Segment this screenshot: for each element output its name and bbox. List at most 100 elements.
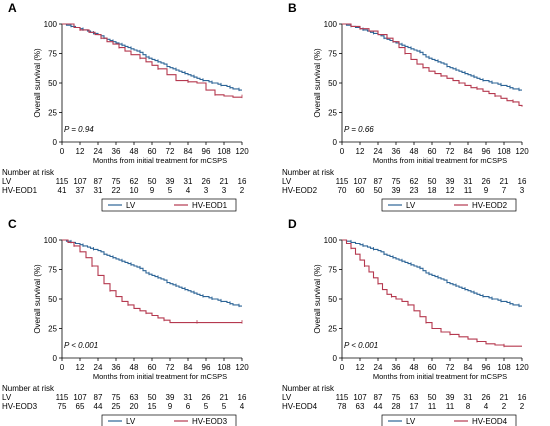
risk-count: 75 [58, 402, 67, 411]
y-tick-label: 25 [48, 325, 57, 334]
survival-curve-lv [62, 239, 242, 307]
risk-count: 2 [520, 402, 525, 411]
legend-label-hv-eod4: HV-EOD4 [472, 417, 508, 426]
risk-count: 115 [336, 177, 349, 186]
y-tick-label: 0 [53, 354, 58, 363]
risk-count: 3 [222, 186, 227, 195]
risk-count: 62 [130, 177, 139, 186]
risk-row-label: LV [282, 177, 292, 186]
legend-label-lv: LV [126, 417, 136, 426]
x-tick-label: 0 [340, 363, 345, 372]
p-value: P < 0.001 [64, 341, 98, 350]
risk-count: 50 [148, 177, 157, 186]
x-tick-label: 84 [464, 363, 473, 372]
risk-count: 4 [186, 186, 191, 195]
legend-label-lv: LV [406, 417, 416, 426]
legend-label-hv-eod1: HV-EOD1 [192, 201, 228, 210]
survival-curve-lv [62, 23, 242, 91]
risk-count: 21 [500, 177, 509, 186]
risk-count: 7 [502, 186, 507, 195]
y-tick-label: 0 [53, 138, 58, 147]
survival-curve-hv-eod1 [62, 23, 242, 98]
legend-box [381, 414, 517, 426]
risk-count: 26 [482, 177, 491, 186]
y-tick-label: 0 [333, 354, 338, 363]
risk-count: 107 [73, 393, 87, 402]
x-tick-label: 120 [515, 363, 529, 372]
risk-count: 87 [94, 393, 103, 402]
risk-count: 3 [204, 186, 209, 195]
survival-curve-hv-eod4 [342, 239, 522, 347]
p-value: P = 0.66 [344, 125, 374, 134]
y-axis-title: Overall survival (%) [33, 264, 42, 334]
x-tick-label: 24 [374, 363, 383, 372]
risk-count: 20 [130, 402, 139, 411]
x-axis-title: Months from initial treatment for mCSPS [373, 372, 507, 381]
x-tick-label: 72 [446, 147, 455, 156]
x-tick-label: 72 [166, 363, 175, 372]
risk-count: 63 [410, 393, 419, 402]
risk-count: 5 [204, 402, 209, 411]
y-axis-title: Overall survival (%) [313, 48, 322, 118]
x-tick-label: 24 [374, 147, 383, 156]
risk-count: 39 [166, 177, 175, 186]
risk-count: 31 [464, 177, 473, 186]
legend-label-hv-eod2: HV-EOD2 [472, 201, 508, 210]
risk-count: 75 [392, 393, 401, 402]
risk-count: 107 [353, 393, 367, 402]
legend-box [101, 414, 237, 426]
legend-box [101, 198, 237, 212]
risk-count: 39 [392, 186, 401, 195]
panel-letter: D [288, 217, 297, 231]
risk-count: 16 [518, 177, 527, 186]
risk-row-label: LV [2, 393, 12, 402]
risk-count: 39 [446, 177, 455, 186]
risk-count: 62 [410, 177, 419, 186]
x-axis-title: Months from initial treatment for mCSPS [93, 156, 227, 165]
x-tick-label: 108 [497, 147, 511, 156]
risk-count: 107 [353, 177, 367, 186]
risk-count: 5 [222, 402, 227, 411]
risk-count: 18 [428, 186, 437, 195]
risk-count: 44 [94, 402, 103, 411]
risk-count: 75 [112, 393, 121, 402]
risk-count: 3 [520, 186, 525, 195]
risk-count: 31 [184, 393, 193, 402]
risk-count: 21 [220, 177, 229, 186]
risk-count: 31 [94, 186, 103, 195]
x-tick-label: 0 [340, 147, 345, 156]
risk-count: 12 [446, 186, 455, 195]
y-tick-label: 100 [324, 20, 338, 29]
risk-count: 23 [410, 186, 419, 195]
x-tick-label: 36 [392, 147, 401, 156]
y-tick-label: 50 [48, 79, 57, 88]
x-tick-label: 60 [428, 147, 437, 156]
y-axis-title: Overall survival (%) [33, 48, 42, 118]
risk-count: 50 [428, 177, 437, 186]
risk-count: 37 [76, 186, 85, 195]
x-tick-label: 48 [410, 363, 419, 372]
risk-row-label: HV-EOD3 [2, 402, 38, 411]
x-tick-label: 120 [235, 147, 249, 156]
risk-count: 60 [356, 186, 365, 195]
y-tick-label: 100 [44, 20, 58, 29]
p-value: P < 0.001 [344, 341, 378, 350]
legend-label-lv: LV [406, 201, 416, 210]
x-tick-label: 120 [235, 363, 249, 372]
risk-table-title: Number at risk [282, 168, 335, 177]
risk-count: 41 [58, 186, 67, 195]
y-axis-title: Overall survival (%) [313, 264, 322, 334]
risk-row-label: LV [282, 393, 292, 402]
risk-table-title: Number at risk [2, 384, 55, 393]
x-tick-label: 120 [515, 147, 529, 156]
risk-count: 4 [484, 402, 489, 411]
risk-row-label: LV [2, 177, 12, 186]
risk-count: 17 [410, 402, 419, 411]
risk-row-label: HV-EOD4 [282, 402, 318, 411]
risk-count: 4 [240, 402, 245, 411]
x-tick-label: 72 [166, 147, 175, 156]
x-tick-label: 108 [217, 363, 231, 372]
y-tick-label: 50 [328, 295, 337, 304]
